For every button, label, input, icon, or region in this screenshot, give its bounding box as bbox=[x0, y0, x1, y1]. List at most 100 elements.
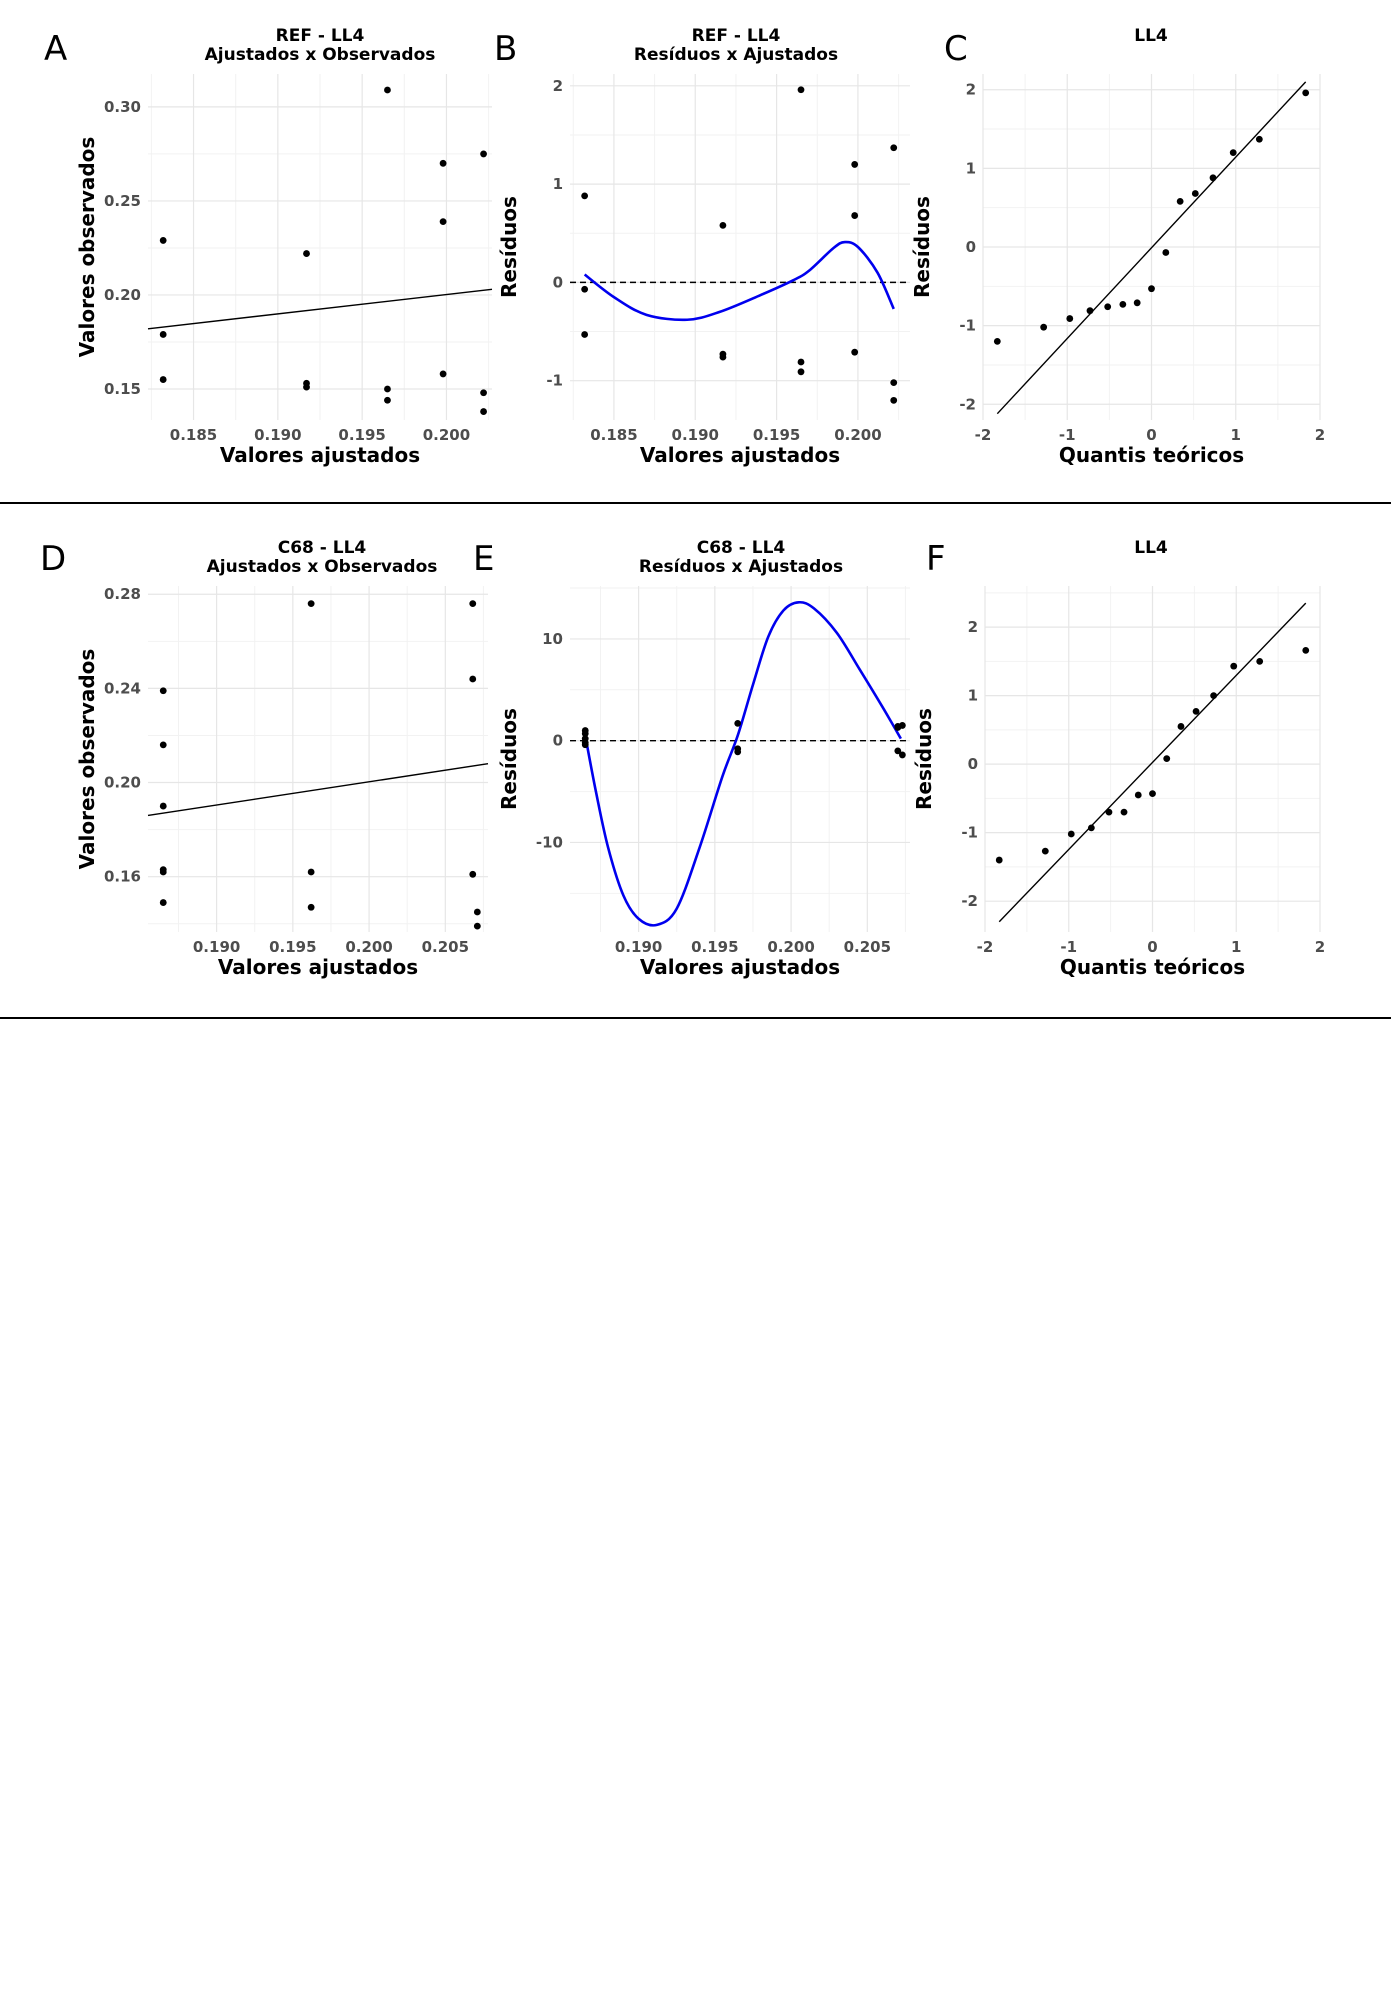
data-point bbox=[1255, 135, 1263, 143]
data-point bbox=[581, 192, 589, 200]
data-point bbox=[890, 144, 898, 152]
panel-letter-a: A bbox=[44, 29, 67, 69]
x-tick-label: 0 bbox=[1147, 938, 1157, 956]
y-tick-label: -1 bbox=[961, 824, 978, 842]
y-tick-label: 2 bbox=[553, 77, 563, 95]
data-point bbox=[1133, 299, 1141, 307]
data-point bbox=[384, 396, 391, 404]
data-point bbox=[1134, 791, 1142, 799]
data-point bbox=[995, 856, 1003, 864]
panel-letter-d: D bbox=[40, 539, 66, 579]
data-point bbox=[894, 747, 902, 755]
panel-title-line: Ajustados x Observados bbox=[205, 45, 436, 65]
fit-line bbox=[147, 288, 493, 330]
data-point bbox=[307, 600, 315, 608]
y-axis-title: Resíduos bbox=[910, 196, 934, 298]
panel-b: B 0.185 0.190 0.195 0.200 -1 0 1 2 Valores ajust… bbox=[494, 26, 910, 467]
data-point bbox=[734, 748, 742, 756]
x-tick-label: 0.190 bbox=[672, 426, 719, 444]
data-point bbox=[469, 870, 477, 878]
data-point bbox=[581, 331, 589, 338]
data-point bbox=[473, 908, 481, 916]
x-tick-label: 0.200 bbox=[767, 938, 814, 956]
data-point bbox=[303, 250, 310, 257]
data-point bbox=[1163, 755, 1171, 763]
y-tick-label: 1 bbox=[966, 159, 976, 177]
y-tick-label: 0.16 bbox=[104, 868, 141, 886]
panel-title-line: C68 - LL4 bbox=[697, 538, 786, 558]
panel-letter-e: E bbox=[473, 539, 494, 579]
y-tick-label: 2 bbox=[968, 618, 978, 636]
smooth-curve bbox=[583, 240, 895, 322]
y-tick-label: 0.20 bbox=[104, 774, 141, 792]
data-point bbox=[384, 86, 391, 94]
data-point bbox=[1148, 285, 1155, 293]
data-point bbox=[303, 383, 310, 391]
data-point bbox=[1066, 315, 1074, 322]
data-point bbox=[1041, 847, 1049, 855]
y-tick-label: 0.20 bbox=[104, 286, 141, 304]
y-tick-label: 0.24 bbox=[104, 679, 141, 697]
x-tick-label: 0.195 bbox=[269, 938, 316, 956]
y-tick-label: 0.30 bbox=[104, 98, 141, 116]
data-point bbox=[159, 741, 167, 749]
data-point bbox=[1302, 89, 1310, 97]
y-tick-label: 0.15 bbox=[104, 380, 141, 398]
data-point bbox=[1149, 790, 1156, 797]
data-point bbox=[1120, 808, 1128, 816]
x-tick-label: 0.195 bbox=[691, 938, 738, 956]
data-point bbox=[797, 86, 805, 94]
data-point bbox=[797, 358, 805, 366]
x-tick-label: 2 bbox=[1315, 426, 1325, 444]
x-axis-title: Valores ajustados bbox=[218, 955, 418, 979]
data-point bbox=[159, 376, 167, 383]
x-tick-label: 0.190 bbox=[615, 938, 662, 956]
y-tick-label: 1 bbox=[553, 175, 563, 193]
panel-letter-b: B bbox=[494, 29, 517, 69]
data-point bbox=[719, 353, 727, 361]
data-point bbox=[581, 741, 589, 749]
fit-line bbox=[998, 602, 1307, 923]
data-point bbox=[734, 719, 742, 727]
x-tick-label: 2 bbox=[1315, 938, 1325, 956]
x-axis-title: Valores ajustados bbox=[640, 955, 840, 979]
panel-e: E 0.190 0.195 0.200 0.205 -10 0 10 Valores ajus… bbox=[473, 538, 910, 979]
data-point bbox=[1087, 824, 1095, 832]
panel-title-line: LL4 bbox=[1134, 538, 1168, 558]
x-axis-title: Quantis teóricos bbox=[1059, 443, 1244, 467]
data-point bbox=[1229, 149, 1237, 157]
data-point bbox=[159, 237, 167, 244]
panel-title-line: C68 - LL4 bbox=[278, 538, 367, 558]
data-point bbox=[1176, 197, 1184, 205]
y-tick-label: -1 bbox=[546, 372, 563, 390]
data-point bbox=[1302, 647, 1310, 654]
data-point bbox=[1209, 174, 1217, 182]
data-point bbox=[851, 348, 859, 356]
panel-title-line: REF - LL4 bbox=[276, 26, 365, 46]
data-point bbox=[1105, 808, 1113, 816]
fit-line bbox=[147, 763, 489, 817]
y-tick-label: 0.28 bbox=[104, 585, 141, 603]
panel-d: D 0.190 0.195 0.200 0.205 0.16 0.20 0.24 0.28 Va… bbox=[40, 538, 489, 979]
panel-title-line: Resíduos x Ajustados bbox=[634, 45, 838, 65]
x-tick-label: -2 bbox=[975, 426, 992, 444]
data-point bbox=[384, 385, 391, 393]
x-tick-label: 0.205 bbox=[844, 938, 891, 956]
x-tick-label: -1 bbox=[1060, 938, 1077, 956]
panel-c: C -2 -1 0 1 2 -2 -1 0 1 2 Quantis teóricos Resíduos… bbox=[910, 26, 1325, 467]
data-point bbox=[1210, 692, 1218, 700]
y-tick-label: -2 bbox=[961, 892, 978, 910]
x-tick-label: 0.200 bbox=[423, 426, 470, 444]
y-tick-label: 0 bbox=[553, 273, 563, 291]
panel-letter-c: C bbox=[944, 29, 968, 69]
data-point bbox=[1162, 249, 1170, 256]
y-axis-title: Valores observados bbox=[75, 649, 99, 870]
data-point bbox=[890, 396, 898, 404]
data-point bbox=[719, 221, 727, 229]
x-tick-label: -2 bbox=[977, 938, 994, 956]
x-tick-label: 0.200 bbox=[834, 426, 881, 444]
smooth-curve bbox=[583, 600, 902, 927]
y-axis-title: Resíduos bbox=[912, 708, 936, 810]
data-point bbox=[469, 675, 477, 683]
